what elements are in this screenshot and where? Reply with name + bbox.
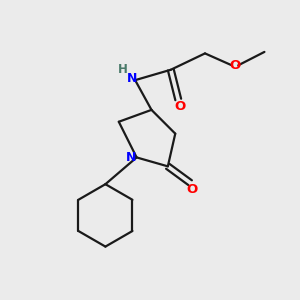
Text: O: O (230, 59, 241, 72)
Text: N: N (127, 72, 137, 85)
Text: N: N (126, 151, 136, 164)
Text: O: O (174, 100, 185, 112)
Text: H: H (118, 63, 128, 76)
Text: O: O (186, 183, 197, 196)
